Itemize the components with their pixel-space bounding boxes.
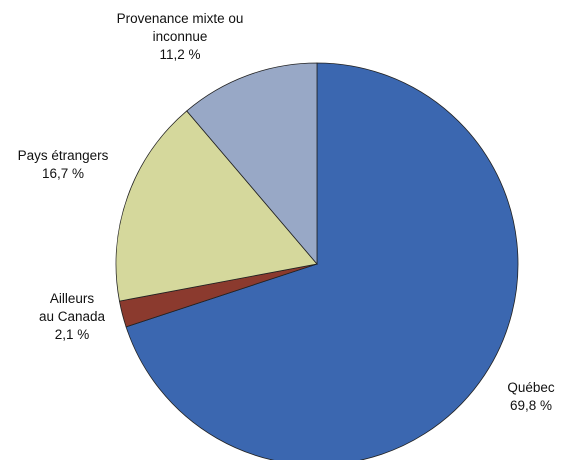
slice-label: Québec 69,8 % [507, 379, 554, 415]
value-label: 16,7 % [41, 166, 85, 181]
slice-label: Ailleurs au Canada 2,1 % [39, 290, 105, 344]
category-name: Québec [507, 380, 555, 395]
value-label: 11,2 % [159, 47, 201, 62]
category-name: Ailleurs au Canada [38, 291, 106, 324]
value-label: 69,8 % [509, 398, 553, 413]
slice-label: Pays étrangers 16,7 % [18, 147, 109, 183]
category-name: Provenance mixte ou inconnue [116, 11, 244, 44]
value-label: 2,1 % [54, 327, 90, 342]
category-name: Pays étrangers [17, 148, 109, 163]
slice-label: Provenance mixte ou inconnue 11,2 % [117, 10, 244, 64]
pie-slice [125, 62, 519, 460]
pie-slice [186, 62, 318, 266]
pie-slice [115, 110, 318, 302]
